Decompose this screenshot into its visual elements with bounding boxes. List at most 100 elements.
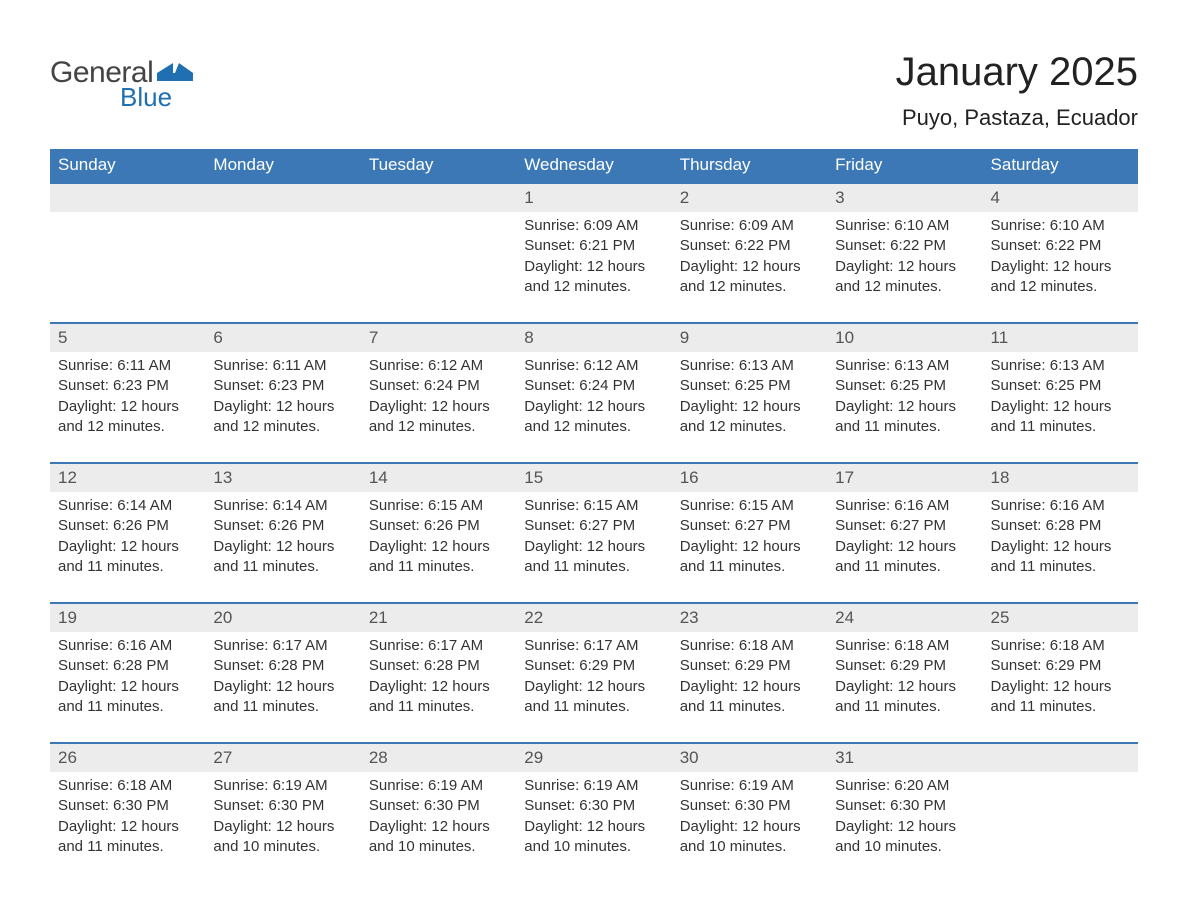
day-number: 20 xyxy=(205,604,360,632)
day-daylight1: Daylight: 12 hours xyxy=(58,397,197,417)
day-daylight1: Daylight: 12 hours xyxy=(524,677,663,697)
day-sunset: Sunset: 6:29 PM xyxy=(991,656,1130,676)
day-daylight1: Daylight: 12 hours xyxy=(680,257,819,277)
day-sunset: Sunset: 6:27 PM xyxy=(524,516,663,536)
day-sunset: Sunset: 6:30 PM xyxy=(213,796,352,816)
day-daylight2: and 11 minutes. xyxy=(213,697,352,717)
day-number: 16 xyxy=(672,464,827,492)
day-cell: Sunrise: 6:16 AMSunset: 6:27 PMDaylight:… xyxy=(827,492,982,584)
day-daylight2: and 10 minutes. xyxy=(680,837,819,857)
day-sunset: Sunset: 6:29 PM xyxy=(835,656,974,676)
day-sunset: Sunset: 6:22 PM xyxy=(835,236,974,256)
day-daylight2: and 12 minutes. xyxy=(369,417,508,437)
day-daylight2: and 10 minutes. xyxy=(213,837,352,857)
day-daylight1: Daylight: 12 hours xyxy=(213,677,352,697)
day-cell: Sunrise: 6:15 AMSunset: 6:26 PMDaylight:… xyxy=(361,492,516,584)
day-sunrise: Sunrise: 6:14 AM xyxy=(58,496,197,516)
day-number: 27 xyxy=(205,744,360,772)
day-sunset: Sunset: 6:23 PM xyxy=(213,376,352,396)
day-daylight2: and 11 minutes. xyxy=(524,697,663,717)
day-daylight1: Daylight: 12 hours xyxy=(991,677,1130,697)
daynum-band: 1234 xyxy=(50,182,1138,212)
day-number: 5 xyxy=(50,324,205,352)
day-sunset: Sunset: 6:26 PM xyxy=(213,516,352,536)
day-number: 19 xyxy=(50,604,205,632)
day-sunrise: Sunrise: 6:11 AM xyxy=(213,356,352,376)
day-number xyxy=(983,744,1138,772)
day-daylight1: Daylight: 12 hours xyxy=(58,817,197,837)
day-daylight2: and 11 minutes. xyxy=(369,697,508,717)
day-daylight2: and 11 minutes. xyxy=(680,557,819,577)
day-daylight1: Daylight: 12 hours xyxy=(835,817,974,837)
day-sunset: Sunset: 6:29 PM xyxy=(680,656,819,676)
day-number: 22 xyxy=(516,604,671,632)
day-sunset: Sunset: 6:29 PM xyxy=(524,656,663,676)
day-cell: Sunrise: 6:10 AMSunset: 6:22 PMDaylight:… xyxy=(827,212,982,304)
day-number: 23 xyxy=(672,604,827,632)
calendar: Sunday Monday Tuesday Wednesday Thursday… xyxy=(50,149,1138,864)
day-sunrise: Sunrise: 6:19 AM xyxy=(680,776,819,796)
day-sunset: Sunset: 6:30 PM xyxy=(680,796,819,816)
day-cell xyxy=(50,212,205,304)
day-sunrise: Sunrise: 6:16 AM xyxy=(991,496,1130,516)
day-sunset: Sunset: 6:24 PM xyxy=(524,376,663,396)
day-number: 9 xyxy=(672,324,827,352)
day-sunset: Sunset: 6:28 PM xyxy=(991,516,1130,536)
day-daylight1: Daylight: 12 hours xyxy=(835,537,974,557)
week-content-row: Sunrise: 6:18 AMSunset: 6:30 PMDaylight:… xyxy=(50,772,1138,864)
day-number xyxy=(205,184,360,212)
day-number: 21 xyxy=(361,604,516,632)
daynum-band: 19202122232425 xyxy=(50,602,1138,632)
day-number: 3 xyxy=(827,184,982,212)
day-daylight2: and 12 minutes. xyxy=(58,417,197,437)
day-daylight2: and 12 minutes. xyxy=(524,417,663,437)
header-row: General Blue January 2025 Puyo, Pastaza,… xyxy=(50,50,1138,131)
day-daylight2: and 11 minutes. xyxy=(524,557,663,577)
weekday-sunday: Sunday xyxy=(50,149,205,182)
week-content-row: Sunrise: 6:11 AMSunset: 6:23 PMDaylight:… xyxy=(50,352,1138,444)
day-sunset: Sunset: 6:27 PM xyxy=(680,516,819,536)
day-sunrise: Sunrise: 6:20 AM xyxy=(835,776,974,796)
day-sunset: Sunset: 6:21 PM xyxy=(524,236,663,256)
day-sunset: Sunset: 6:30 PM xyxy=(58,796,197,816)
weekday-saturday: Saturday xyxy=(983,149,1138,182)
day-sunrise: Sunrise: 6:18 AM xyxy=(58,776,197,796)
day-number: 13 xyxy=(205,464,360,492)
day-daylight1: Daylight: 12 hours xyxy=(991,537,1130,557)
day-sunrise: Sunrise: 6:12 AM xyxy=(369,356,508,376)
day-daylight2: and 11 minutes. xyxy=(991,557,1130,577)
day-daylight1: Daylight: 12 hours xyxy=(369,537,508,557)
day-number: 24 xyxy=(827,604,982,632)
day-sunrise: Sunrise: 6:17 AM xyxy=(369,636,508,656)
title-block: January 2025 Puyo, Pastaza, Ecuador xyxy=(896,50,1138,131)
day-number: 4 xyxy=(983,184,1138,212)
day-sunrise: Sunrise: 6:19 AM xyxy=(369,776,508,796)
day-sunrise: Sunrise: 6:15 AM xyxy=(680,496,819,516)
day-cell xyxy=(983,772,1138,864)
day-cell: Sunrise: 6:17 AMSunset: 6:29 PMDaylight:… xyxy=(516,632,671,724)
day-cell: Sunrise: 6:18 AMSunset: 6:29 PMDaylight:… xyxy=(672,632,827,724)
day-number: 17 xyxy=(827,464,982,492)
day-cell: Sunrise: 6:14 AMSunset: 6:26 PMDaylight:… xyxy=(50,492,205,584)
day-sunset: Sunset: 6:28 PM xyxy=(369,656,508,676)
day-daylight2: and 12 minutes. xyxy=(680,417,819,437)
day-daylight1: Daylight: 12 hours xyxy=(991,397,1130,417)
day-sunrise: Sunrise: 6:15 AM xyxy=(524,496,663,516)
day-daylight2: and 12 minutes. xyxy=(680,277,819,297)
day-number xyxy=(361,184,516,212)
day-cell: Sunrise: 6:12 AMSunset: 6:24 PMDaylight:… xyxy=(516,352,671,444)
day-sunset: Sunset: 6:30 PM xyxy=(524,796,663,816)
day-daylight1: Daylight: 12 hours xyxy=(213,397,352,417)
day-daylight2: and 11 minutes. xyxy=(835,557,974,577)
day-cell: Sunrise: 6:18 AMSunset: 6:30 PMDaylight:… xyxy=(50,772,205,864)
daynum-band: 12131415161718 xyxy=(50,462,1138,492)
day-sunrise: Sunrise: 6:15 AM xyxy=(369,496,508,516)
location: Puyo, Pastaza, Ecuador xyxy=(896,105,1138,131)
day-sunrise: Sunrise: 6:09 AM xyxy=(524,216,663,236)
day-sunrise: Sunrise: 6:09 AM xyxy=(680,216,819,236)
day-sunrise: Sunrise: 6:19 AM xyxy=(213,776,352,796)
day-number: 2 xyxy=(672,184,827,212)
day-daylight1: Daylight: 12 hours xyxy=(58,537,197,557)
day-sunrise: Sunrise: 6:18 AM xyxy=(991,636,1130,656)
day-cell xyxy=(361,212,516,304)
